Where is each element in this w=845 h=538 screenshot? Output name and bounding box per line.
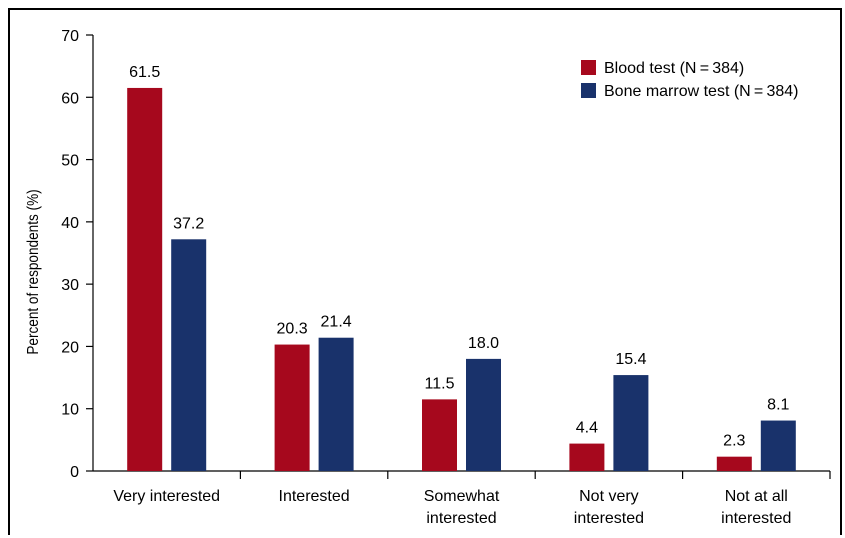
- x-tick-label-line: interested: [426, 510, 496, 527]
- legend: Blood test (N = 384) Bone marrow test (N …: [581, 60, 798, 100]
- bars: [127, 87, 796, 471]
- data-label: 20.3: [277, 321, 308, 338]
- y-tick-label: 70: [61, 28, 79, 45]
- data-label: 11.5: [425, 375, 455, 392]
- data-label: 15.4: [615, 351, 646, 368]
- data-label: 61.5: [129, 64, 160, 81]
- bar-bone-marrow-test: [171, 239, 207, 471]
- x-tick-label-line: interested: [574, 510, 644, 527]
- x-tick-label: Not at all interested: [721, 488, 791, 527]
- bar-bone-marrow-test: [466, 358, 501, 471]
- data-labels: 61.5 37.2 20.3 21.4 11.5 18.0 4.4 15.4 2.3 8.1: [129, 64, 789, 450]
- bar-bone-marrow-test: [760, 420, 796, 471]
- x-tick-label: Not very interested: [574, 488, 644, 527]
- y-tick-label: 40: [61, 215, 79, 232]
- data-label: 18.0: [468, 335, 499, 352]
- data-label: 4.4: [576, 420, 598, 437]
- legend-label: Blood test (N = 384): [604, 60, 744, 77]
- x-tick-label-line: Very interested: [113, 488, 220, 505]
- legend-swatch: [581, 60, 596, 75]
- y-tick-label: 20: [61, 339, 79, 356]
- x-tick-label: Very interested: [113, 488, 220, 505]
- data-label: 8.1: [767, 397, 789, 414]
- x-tick-label-line: Interested: [279, 488, 350, 505]
- x-tick-label-line: Somewhat: [424, 488, 500, 505]
- bar-bone-marrow-test: [613, 375, 649, 471]
- legend-swatch: [581, 83, 596, 98]
- bar-blood-test: [422, 399, 457, 471]
- y-tick-label: 10: [61, 402, 79, 419]
- bar-blood-test: [569, 443, 605, 471]
- y-tick-label: 0: [70, 464, 79, 481]
- y-tick-label: 60: [61, 90, 79, 107]
- legend-label: Bone marrow test (N = 384): [604, 83, 798, 100]
- bar-blood-test: [274, 344, 310, 471]
- bar-blood-test: [716, 456, 752, 471]
- chart-frame: [8, 8, 842, 535]
- data-label: 2.3: [723, 433, 745, 450]
- x-tick-label-line: Not very: [579, 488, 639, 505]
- bar-blood-test: [127, 87, 163, 471]
- y-tick-label: 30: [61, 277, 79, 294]
- x-tick-label: Somewhat interested: [424, 488, 500, 527]
- x-tick-label-line: Not at all: [725, 488, 788, 505]
- x-tick-label: Interested: [279, 488, 350, 505]
- y-axis-label: Percent of respondents (%): [25, 189, 42, 354]
- y-tick-label: 50: [61, 153, 79, 170]
- data-label: 37.2: [173, 215, 204, 232]
- bar-bone-marrow-test: [318, 337, 354, 471]
- data-label: 21.4: [321, 314, 352, 331]
- x-tick-label-line: interested: [721, 510, 791, 527]
- axes: 0 10 20 30 40 50 60 70 Very interested Interested…: [61, 28, 831, 527]
